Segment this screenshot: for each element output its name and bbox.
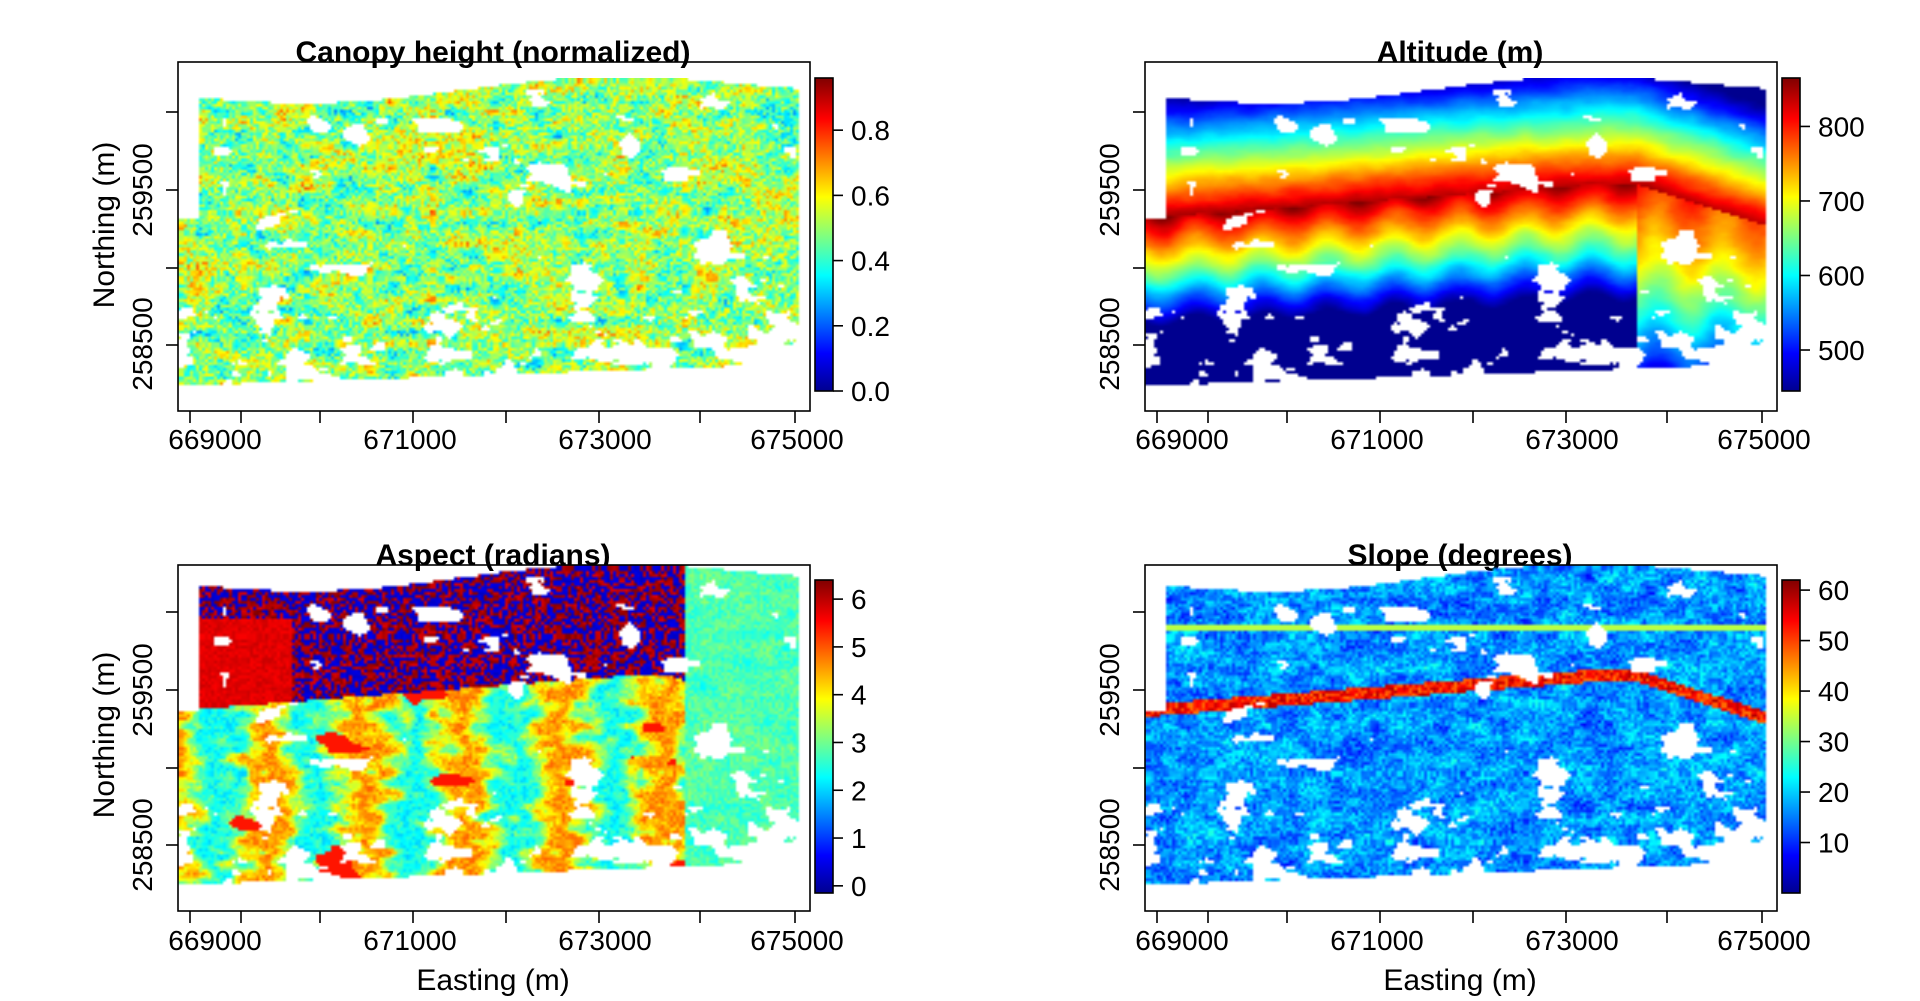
panel-title: Altitude (m) <box>1377 36 1544 69</box>
x-tick-label: 671000 <box>363 424 456 455</box>
y-tick-label: 259500 <box>127 643 158 736</box>
panel-aspect: Aspect (radians) 669000 671000 673000 67… <box>88 539 867 997</box>
plot-frame <box>177 61 811 412</box>
colorbar-gradient <box>1782 580 1800 893</box>
colorbar-tick-label: 700 <box>1818 186 1865 217</box>
panel-altitude: Altitude (m) 669000 671000 673000 675000… <box>1094 36 1865 455</box>
y-tick-label: 258500 <box>1094 798 1125 891</box>
colorbar-tick-label: 40 <box>1818 676 1849 707</box>
plot-frame <box>177 564 811 912</box>
plot-frame <box>1144 61 1778 412</box>
colorbar-tick-label: 6 <box>851 584 867 615</box>
colorbar-tick-label: 0.4 <box>851 246 890 277</box>
x-tick-label: 675000 <box>1717 925 1810 956</box>
x-axis: 669000 671000 673000 675000 <box>1135 411 1811 455</box>
colorbar-tick-label: 10 <box>1818 828 1849 859</box>
x-tick-label: 673000 <box>1525 424 1618 455</box>
x-tick-label: 669000 <box>1135 424 1228 455</box>
colorbar-ticks: 500 600 700 800 <box>1800 111 1865 366</box>
panel-canopy-height: Canopy height (normalized) 669000 671000… <box>88 36 890 455</box>
y-tick-label: 259500 <box>1094 643 1125 736</box>
x-axis: 669000 671000 673000 675000 Easting (m) <box>1135 911 1811 997</box>
y-axis: 258500 259500 Northing (m) <box>88 111 178 391</box>
colorbar-tick-label: 500 <box>1818 335 1865 366</box>
x-tick-label: 675000 <box>1717 424 1810 455</box>
y-axis: 258500 259500 <box>1094 611 1145 892</box>
colorbar-gradient <box>815 580 833 893</box>
x-tick-label: 669000 <box>168 424 261 455</box>
colorbar-tick-label: 0 <box>851 871 867 902</box>
colorbar-tick-label: 20 <box>1818 777 1849 808</box>
x-tick-label: 671000 <box>1330 424 1423 455</box>
plot-frame <box>1144 564 1778 912</box>
x-axis: 669000 671000 673000 675000 <box>168 411 844 455</box>
colorbar-tick-label: 3 <box>851 727 867 758</box>
colorbar-tick-label: 60 <box>1818 575 1849 606</box>
x-axis-label: Easting (m) <box>416 964 569 997</box>
canopy-height-raster <box>178 78 808 408</box>
x-tick-label: 673000 <box>558 424 651 455</box>
colorbar-tick-label: 1 <box>851 823 867 854</box>
colorbar-tick-label: 50 <box>1818 626 1849 657</box>
x-tick-label: 669000 <box>168 925 261 956</box>
colorbar-tick-label: 2 <box>851 775 867 806</box>
x-tick-label: 675000 <box>750 925 843 956</box>
x-axis: 669000 671000 673000 675000 Easting (m) <box>168 911 844 997</box>
x-tick-label: 673000 <box>558 925 651 956</box>
colorbar-tick-label: 800 <box>1818 111 1865 142</box>
panel-title: Canopy height (normalized) <box>295 36 690 69</box>
y-axis: 258500 259500 <box>1094 111 1145 391</box>
colorbar-tick-label: 600 <box>1818 260 1865 291</box>
x-tick-label: 671000 <box>363 925 456 956</box>
y-tick-label: 258500 <box>127 798 158 891</box>
colorbar-tick-label: 30 <box>1818 727 1849 758</box>
colorbar: 10 20 30 40 50 60 <box>1781 575 1849 894</box>
colorbar: 0 1 2 3 4 5 6 <box>814 579 867 902</box>
aspect-raster <box>178 565 808 908</box>
y-axis-label: Northing (m) <box>88 142 121 309</box>
y-tick-label: 258500 <box>127 297 158 390</box>
panel-slope: Slope (degrees) 669000 671000 673000 675… <box>1094 539 1849 997</box>
colorbar-ticks: 10 20 30 40 50 60 <box>1800 575 1849 859</box>
slope-raster <box>1145 565 1775 908</box>
colorbar-tick-label: 0.8 <box>851 115 890 146</box>
colorbar: 0.0 0.2 0.4 0.6 0.8 <box>814 77 890 407</box>
y-tick-label: 259500 <box>127 143 158 236</box>
x-tick-label: 673000 <box>1525 925 1618 956</box>
x-tick-label: 671000 <box>1330 925 1423 956</box>
colorbar-ticks: 0.0 0.2 0.4 0.6 0.8 <box>833 115 890 407</box>
colorbar-gradient <box>1782 78 1800 391</box>
x-tick-label: 675000 <box>750 424 843 455</box>
altitude-raster <box>1145 78 1775 408</box>
colorbar: 500 600 700 800 <box>1781 77 1865 392</box>
x-tick-label: 669000 <box>1135 925 1228 956</box>
x-axis-label: Easting (m) <box>1383 964 1536 997</box>
colorbar-tick-label: 4 <box>851 680 867 711</box>
colorbar-tick-label: 5 <box>851 632 867 663</box>
y-tick-label: 258500 <box>1094 297 1125 390</box>
colorbar-gradient <box>815 78 833 391</box>
colorbar-tick-label: 0.6 <box>851 180 890 211</box>
y-axis: 258500 259500 Northing (m) <box>88 611 178 892</box>
colorbar-tick-label: 0.0 <box>851 376 890 407</box>
y-axis-label: Northing (m) <box>88 652 121 819</box>
colorbar-ticks: 0 1 2 3 4 5 6 <box>833 584 867 902</box>
y-tick-label: 259500 <box>1094 143 1125 236</box>
colorbar-tick-label: 0.2 <box>851 311 890 342</box>
